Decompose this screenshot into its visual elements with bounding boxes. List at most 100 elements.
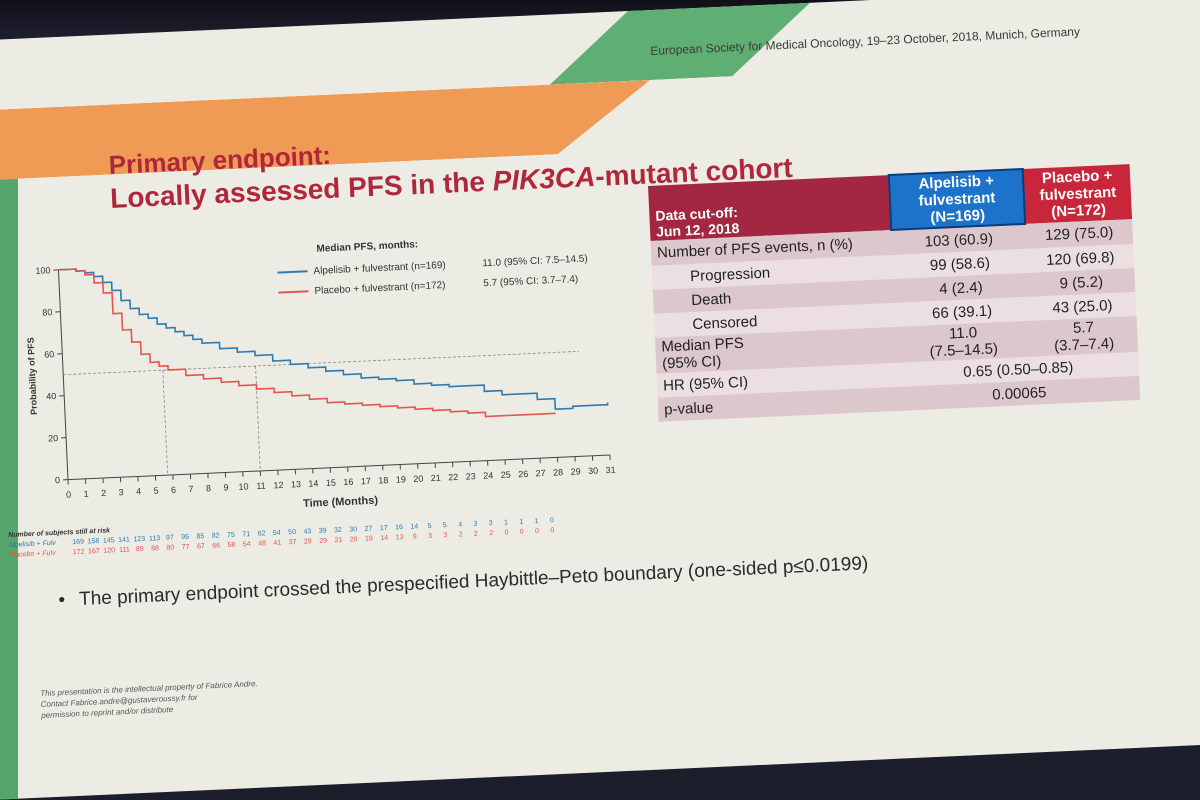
risk-count: 3	[438, 532, 454, 540]
risk-count: 167	[86, 548, 102, 556]
risk-count: 5	[422, 523, 438, 531]
risk-count: 2	[453, 531, 469, 539]
risk-count: 71	[238, 531, 254, 539]
risk-count: 50	[284, 529, 300, 537]
y-tick-label: 20	[48, 433, 58, 443]
risk-count: 14	[407, 523, 423, 531]
risk-row-label: Alpelisib + Fulv	[8, 539, 70, 549]
x-tick-label: 30	[588, 466, 598, 476]
risk-count: 1	[529, 518, 545, 526]
risk-count: 16	[391, 524, 407, 532]
risk-count: 66	[208, 542, 224, 550]
x-tick-label: 16	[343, 477, 353, 487]
y-tick-label: 60	[44, 349, 54, 359]
risk-count: 13	[392, 534, 408, 542]
x-tick-label: 3	[118, 487, 123, 497]
slide: European Society for Medical Oncology, 1…	[0, 0, 1200, 774]
x-tick-label: 22	[448, 472, 458, 482]
x-tick-label: 13	[291, 479, 301, 489]
risk-count: 30	[345, 526, 361, 534]
risk-count: 80	[163, 544, 179, 552]
y-tick-label: 40	[46, 391, 56, 401]
risk-count: 5	[437, 522, 453, 530]
legend-title: Median PFS, months:	[316, 239, 418, 255]
risk-count: 88	[147, 545, 163, 553]
risk-count: 2	[483, 530, 499, 538]
risk-count: 111	[117, 546, 133, 554]
risk-count: 97	[162, 534, 178, 542]
risk-count: 9	[407, 533, 423, 541]
x-tick-label: 10	[238, 481, 248, 491]
risk-count: 0	[499, 529, 515, 537]
y-tick-label: 0	[55, 475, 60, 485]
risk-count: 48	[254, 540, 270, 548]
x-tick-label: 26	[518, 469, 528, 479]
risk-count: 19	[361, 535, 377, 543]
y-tick-label: 80	[42, 307, 52, 317]
x-tick-label: 19	[396, 474, 406, 484]
x-tick-label: 4	[136, 486, 141, 496]
x-tick-label: 9	[223, 482, 228, 492]
x-tick-label: 24	[483, 470, 493, 480]
risk-count: 54	[269, 529, 285, 537]
col-header-placebo: Placebo +fulvestrant(N=172)	[1023, 164, 1132, 224]
median-ci-label: (95% CI)	[662, 353, 722, 373]
risk-count: 4	[452, 521, 468, 529]
x-tick-label: 28	[553, 467, 563, 477]
y-axis-label: Probability of PFS	[26, 337, 40, 415]
x-tick-label: 8	[206, 483, 211, 493]
x-tick-label: 1	[83, 489, 88, 499]
x-tick-label: 21	[431, 473, 441, 483]
bullet-dot-icon: •	[58, 590, 66, 612]
x-tick-label: 15	[326, 477, 336, 487]
risk-count: 169	[70, 538, 86, 546]
x-tick-label: 17	[361, 476, 371, 486]
x-tick-label: 5	[153, 486, 158, 496]
risk-count: 21	[331, 537, 347, 545]
results-table: Data cut-off:Jun 12, 2018 Alpelisib +ful…	[648, 163, 1140, 422]
median-drop-line	[163, 370, 168, 475]
risk-count: 0	[514, 528, 530, 536]
risk-count: 27	[361, 525, 377, 533]
risk-count: 14	[376, 535, 392, 543]
col-header-alpelisib: Alpelisib +fulvestrant(N=169)	[889, 169, 1025, 230]
risk-count: 82	[208, 532, 224, 540]
legend-swatch	[278, 271, 308, 272]
median-drop-line	[256, 366, 261, 471]
legend-series-name: Alpelisib + fulvestrant (n=169)	[313, 260, 446, 277]
risk-count: 113	[147, 535, 163, 543]
risk-count: 123	[132, 536, 148, 544]
x-axis	[68, 455, 610, 480]
x-axis-label: Time (Months)	[303, 495, 379, 510]
risk-count: 0	[544, 517, 560, 525]
legend-swatch	[278, 291, 308, 292]
x-tick-label: 18	[378, 475, 388, 485]
risk-count: 158	[86, 538, 102, 546]
col-pla-line: (N=172)	[1051, 201, 1106, 220]
x-tick-label: 20	[413, 474, 423, 484]
risk-count: 1	[498, 519, 514, 527]
median-pla: 5.7	[1073, 319, 1095, 337]
x-tick-label: 14	[308, 478, 318, 488]
risk-count: 29	[315, 537, 331, 545]
y-tick-label: 100	[35, 265, 50, 276]
x-tick-label: 31	[605, 465, 615, 475]
cell-alp: 11.0(7.5–14.5)	[896, 321, 1031, 363]
risk-count: 41	[269, 539, 285, 547]
risk-count: 62	[254, 530, 270, 538]
risk-count: 95	[177, 534, 193, 542]
risk-count: 89	[132, 546, 148, 554]
risk-count: 120	[101, 547, 117, 555]
median-alp-ci: (7.5–14.5)	[929, 340, 998, 360]
x-tick-label: 23	[466, 471, 476, 481]
median-label: Median PFS	[661, 335, 744, 356]
risk-count: 39	[315, 527, 331, 535]
legend-series-name: Placebo + fulvestrant (n=172)	[314, 280, 446, 297]
median-alp: 11.0	[949, 324, 978, 342]
risk-count: 75	[223, 532, 239, 540]
risk-count: 54	[239, 541, 255, 549]
risk-count: 85	[193, 533, 209, 541]
risk-count: 141	[116, 536, 132, 544]
risk-count: 2	[468, 530, 484, 538]
